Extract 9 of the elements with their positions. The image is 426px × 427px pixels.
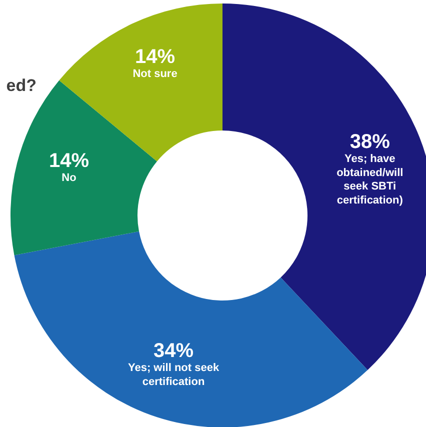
data-label: 34% [154, 340, 194, 362]
slice-label: Not sure [132, 68, 178, 80]
slice-label: No [62, 172, 77, 184]
text: ed? [6, 76, 37, 95]
slice-label: Yes; have obtained/will seek SBTi certification) [336, 153, 404, 207]
slice-label: Yes; will not seek certification [128, 362, 220, 388]
data-label: 38% [350, 131, 390, 154]
data-label: 14% [48, 150, 90, 172]
data-label: 14% [135, 46, 176, 68]
